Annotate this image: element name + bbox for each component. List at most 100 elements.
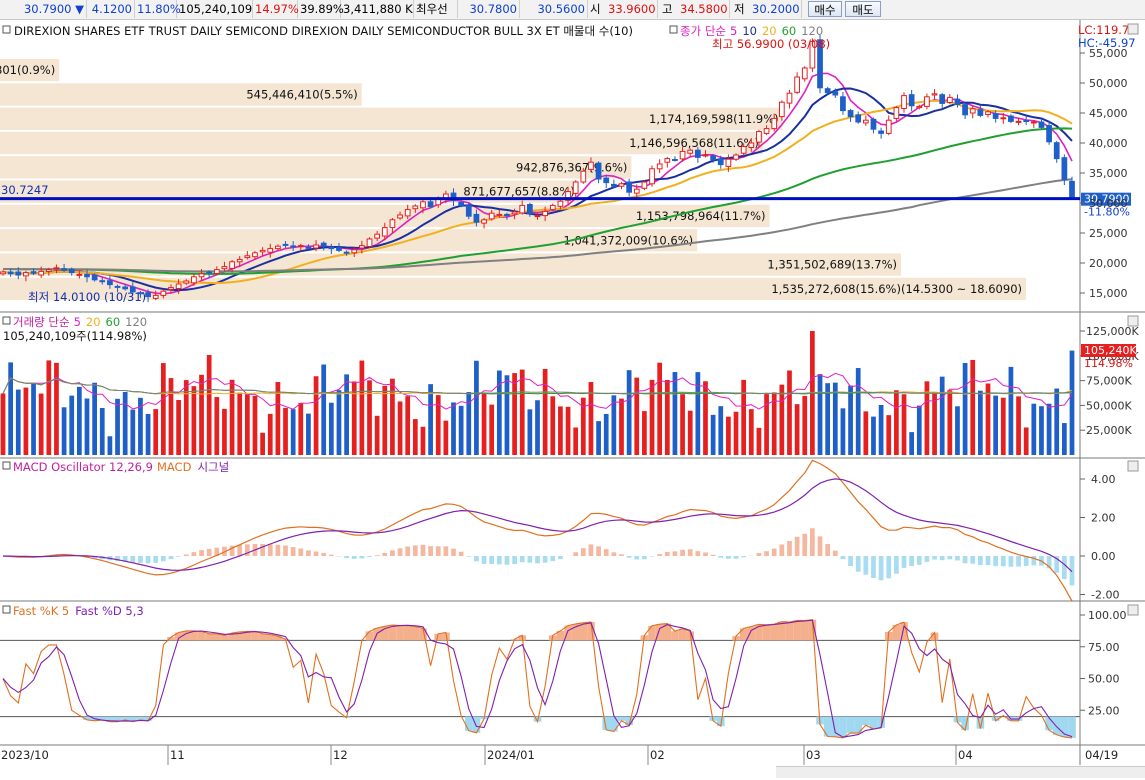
macd-histogram-bar xyxy=(489,556,494,564)
volume-bar xyxy=(451,402,456,455)
volume-bar xyxy=(863,411,868,455)
candle-body xyxy=(589,162,594,169)
volume-bar xyxy=(405,396,410,455)
price-tick-label: 25,000 xyxy=(1089,227,1128,240)
volume-bar xyxy=(894,390,899,455)
volume-bar xyxy=(230,380,235,455)
chart-svg[interactable]: 1,535,272,608(15.6%)(14.5300 ~ 18.6090)1… xyxy=(0,20,1145,777)
volume-bar xyxy=(520,370,525,455)
macd-histogram-bar xyxy=(306,550,311,556)
close-icon xyxy=(1128,605,1138,615)
candle-body xyxy=(1031,122,1036,123)
volume-bar xyxy=(489,405,494,455)
macd-histogram-bar xyxy=(894,556,899,574)
macd-histogram-bar xyxy=(153,556,158,563)
candle-body xyxy=(77,274,82,275)
best-ask: 30.7800 xyxy=(458,0,520,18)
fast-d-label: Fast %D 5,3 xyxy=(75,604,144,618)
volume-bar xyxy=(1031,404,1036,455)
macd-histogram-bar xyxy=(459,552,464,556)
macd-histogram-bar xyxy=(291,547,296,556)
buy-button[interactable]: 매수 xyxy=(808,1,842,17)
macd-histogram-bar xyxy=(940,556,945,560)
macd-histogram-bar xyxy=(772,549,777,556)
volume-bar xyxy=(153,409,158,455)
macd-histogram-bar xyxy=(176,556,181,557)
macd-histogram-bar xyxy=(917,556,922,565)
candle-body xyxy=(634,189,639,193)
candle-body xyxy=(321,243,326,246)
open-price: 33.9600 xyxy=(606,0,658,18)
macd-histogram-bar xyxy=(886,556,891,578)
candle-body xyxy=(703,155,708,156)
chart-scrollbar[interactable] xyxy=(776,766,1145,778)
price-tick-label: 20,000 xyxy=(1089,257,1128,270)
stoch-oversold-fill xyxy=(847,717,855,733)
candle-body xyxy=(115,286,120,287)
stoch-overbought-fill xyxy=(679,629,687,641)
vol-ma-5-label: 5 xyxy=(74,315,81,329)
volume-bar xyxy=(978,391,983,455)
candle-body xyxy=(46,270,51,272)
volume-bar xyxy=(940,377,945,455)
candle-body xyxy=(474,214,479,222)
volume-bar xyxy=(627,370,632,455)
candle-body xyxy=(214,270,219,274)
volume-bar xyxy=(657,363,662,455)
volume-bar xyxy=(46,360,51,455)
candle-body xyxy=(993,114,998,119)
volume-bar xyxy=(176,400,181,455)
sell-button[interactable]: 매도 xyxy=(845,1,881,17)
ratio-value: 39.89% xyxy=(298,0,341,18)
candle-body xyxy=(650,169,655,184)
candle-body xyxy=(153,295,158,298)
macd-histogram-bar xyxy=(466,556,471,557)
price-tick-label: 35,000 xyxy=(1089,167,1128,180)
volume-bar xyxy=(917,406,922,455)
date-label: 03 xyxy=(806,748,821,762)
volume-bar xyxy=(818,374,823,455)
candle-body xyxy=(932,94,937,95)
candle-body xyxy=(695,150,700,157)
volume-bar xyxy=(146,414,151,455)
candle-body xyxy=(886,120,891,133)
volume-bar xyxy=(214,397,219,455)
macd-histogram-bar xyxy=(757,553,762,556)
volume-bar xyxy=(650,380,655,455)
macd-histogram-bar xyxy=(375,555,380,556)
vol-ma-20-label: 20 xyxy=(86,315,101,329)
macd-histogram-bar xyxy=(634,556,639,559)
quote-bar: 30.7900 ▼ 4.1200 11.80% 105,240,109 14.9… xyxy=(0,0,1145,20)
macd-histogram-bar xyxy=(268,544,273,556)
candle-body xyxy=(772,118,777,128)
candle-body xyxy=(764,129,769,134)
volume-profile-label: 1,351,502,689(13.7%) xyxy=(767,258,897,272)
candle-body xyxy=(558,201,563,206)
stoch-oversold-fill xyxy=(610,717,618,732)
candle-body xyxy=(512,212,517,214)
candle-body xyxy=(237,259,242,261)
volume-bar xyxy=(337,390,342,455)
macd-histogram-bar xyxy=(482,556,487,564)
candle-body xyxy=(833,92,838,95)
candle-body xyxy=(207,272,212,273)
macd-histogram-bar xyxy=(833,551,838,556)
macd-histogram-bar xyxy=(314,551,319,556)
volume-bar xyxy=(634,378,639,455)
stoch-oversold-fill xyxy=(839,717,847,738)
volume-bar xyxy=(848,386,853,455)
volume-bar xyxy=(749,409,754,455)
macd-histogram-bar xyxy=(207,549,212,556)
chart-area[interactable]: 1,535,272,608(15.6%)(14.5300 ~ 18.6090)1… xyxy=(0,20,1145,777)
macd-histogram-bar xyxy=(596,546,601,556)
volume-bar xyxy=(604,414,609,455)
macd-histogram-bar xyxy=(520,556,525,562)
macd-histogram-bar xyxy=(993,556,998,566)
macd-histogram-bar xyxy=(787,541,792,556)
candle-body xyxy=(146,293,151,297)
macd-histogram-bar xyxy=(535,556,540,563)
candle-body xyxy=(963,105,968,115)
ma-10-label: 10 xyxy=(742,24,757,38)
stoch-overbought-fill xyxy=(786,622,794,640)
candle-body xyxy=(161,291,166,295)
